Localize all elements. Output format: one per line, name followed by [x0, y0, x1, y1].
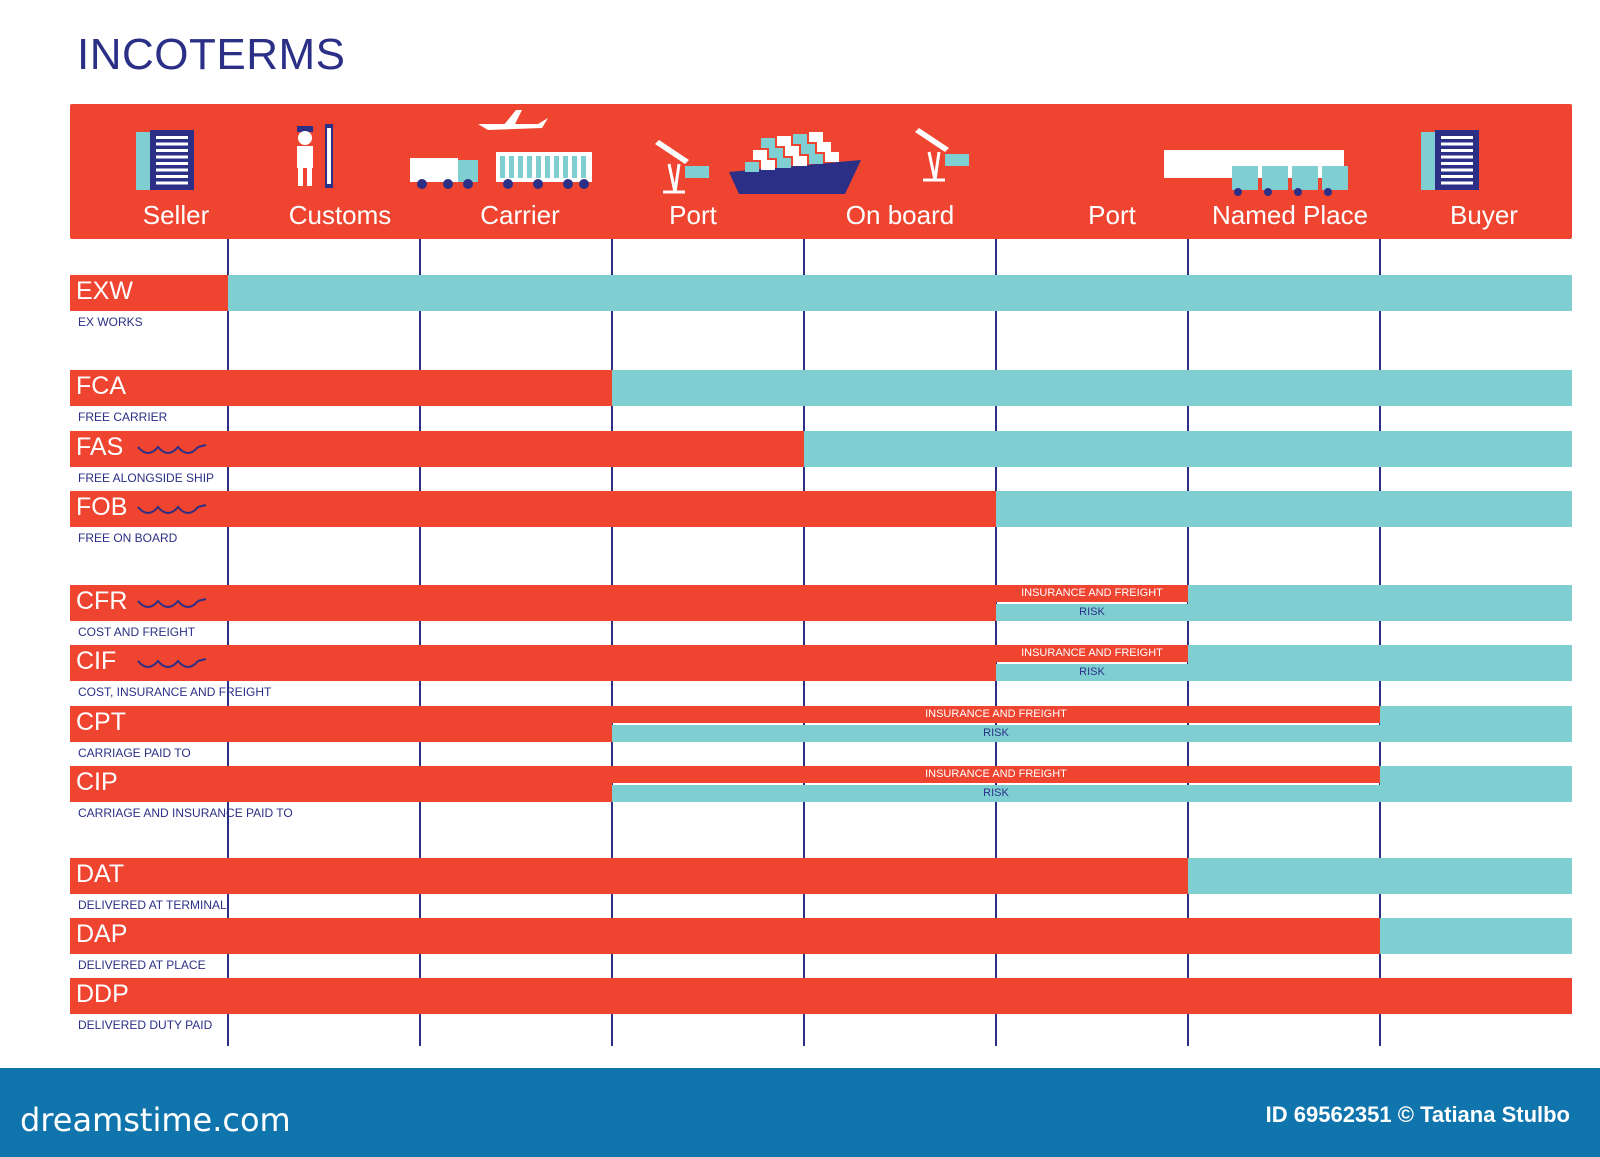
incoterm-row-fob: FOB: [70, 491, 1572, 527]
incoterm-code: FOB: [76, 493, 128, 521]
incoterm-row-exw: EXW: [70, 275, 1572, 311]
incoterm-row-fca: FCA: [70, 370, 1572, 406]
building-icon: [1415, 126, 1485, 201]
page-title: INCOTERMS: [77, 30, 346, 79]
sea-wave-icon: [136, 657, 208, 678]
stage-divider: [419, 239, 421, 1046]
stage-divider: [611, 239, 613, 1046]
incoterm-row-cip: INSURANCE AND FREIGHT RISK CIP: [70, 766, 1572, 802]
incoterm-code: DAP: [76, 920, 128, 948]
incoterm-full-name: FREE CARRIER: [78, 410, 168, 424]
sea-wave-icon: [136, 503, 208, 524]
seller-responsibility-bar: [70, 918, 1380, 954]
truck-train-plane-icon: [408, 104, 598, 199]
stage-divider: [1187, 239, 1189, 1046]
sea-wave-icon: [136, 597, 208, 618]
buyer-responsibility-bar: [996, 491, 1572, 527]
seller-responsibility-bar: [70, 431, 804, 467]
buyer-responsibility-bar: [228, 275, 1572, 311]
incoterm-full-name: FREE ON BOARD: [78, 531, 178, 545]
seller-responsibility-bar: [70, 491, 996, 527]
stage-divider: [995, 239, 997, 1046]
stage-divider: [1379, 239, 1381, 1046]
incoterm-code: FCA: [76, 372, 126, 400]
insurance-freight-bar: INSURANCE AND FREIGHT: [612, 706, 1380, 723]
incoterm-code: FAS: [76, 433, 124, 461]
incoterm-row-fas: FAS: [70, 431, 1572, 467]
insurance-freight-bar: INSURANCE AND FREIGHT: [996, 585, 1188, 602]
customs-officer-icon: [275, 122, 345, 197]
buyer-responsibility-bar: [612, 370, 1572, 406]
incoterm-code: DAT: [76, 860, 125, 888]
incoterm-row-dat: DAT: [70, 858, 1572, 894]
footer-credit: ID 69562351 © Tatiana Stulbo: [1265, 1102, 1570, 1127]
risk-bar: RISK: [996, 604, 1188, 621]
incoterm-full-name: EX WORKS: [78, 315, 143, 329]
incoterm-code: CIF: [76, 647, 117, 675]
incoterm-full-name: DELIVERED AT PLACE: [78, 958, 206, 972]
buyer-responsibility-bar: [1380, 706, 1572, 742]
buyer-responsibility-bar: [1188, 585, 1572, 621]
incoterm-code: DDP: [76, 980, 129, 1008]
seller-responsibility-bar: [70, 370, 612, 406]
insurance-freight-bar: INSURANCE AND FREIGHT: [612, 766, 1380, 783]
stage-label: Seller: [142, 200, 210, 230]
buyer-responsibility-bar: [1188, 645, 1572, 681]
incoterm-row-ddp: DDP: [70, 978, 1572, 1014]
incoterm-row-dap: DAP: [70, 918, 1572, 954]
incoterm-code: CPT: [76, 708, 126, 736]
seller-responsibility-bar: [70, 766, 612, 802]
risk-bar: RISK: [612, 785, 1380, 802]
stage-label: Carrier: [480, 200, 560, 230]
stage-label: Named Place: [1211, 200, 1369, 230]
footer-bar: dreamstime.com ID 69562351 © Tatiana Stu…: [0, 1068, 1600, 1157]
crane-icon: [645, 134, 715, 199]
container-ship-icon: [725, 122, 865, 207]
incoterm-full-name: CARRIAGE AND INSURANCE PAID TO: [78, 806, 293, 820]
risk-bar: RISK: [612, 725, 1380, 742]
stage-divider: [227, 239, 229, 1046]
incoterm-full-name: COST AND FREIGHT: [78, 625, 196, 639]
stage-label: Buyer: [1450, 200, 1518, 230]
warehouse-trucks-icon: [1162, 144, 1352, 209]
buyer-responsibility-bar: [1188, 858, 1572, 894]
incoterm-row-cif: INSURANCE AND FREIGHT RISK CIF: [70, 645, 1572, 681]
seller-responsibility-bar: [70, 978, 1572, 1014]
sea-wave-icon: [136, 443, 208, 464]
seller-responsibility-bar: [70, 585, 996, 621]
stage-label: Customs: [288, 200, 392, 230]
stage-label: On board: [845, 200, 955, 230]
seller-responsibility-bar: [70, 858, 1188, 894]
stage-label: Port: [1088, 200, 1136, 230]
building-icon: [130, 126, 200, 201]
footer-brand: dreamstime.com: [20, 1101, 291, 1139]
incoterm-code: CFR: [76, 587, 128, 615]
incoterm-row-cpt: INSURANCE AND FREIGHT RISK CPT: [70, 706, 1572, 742]
buyer-responsibility-bar: [1380, 766, 1572, 802]
incoterm-full-name: COST, INSURANCE AND FREIGHT: [78, 685, 272, 699]
stage-header: Seller Customs Carrier Port On board Port Name…: [70, 104, 1572, 239]
stage-divider: [803, 239, 805, 1046]
seller-responsibility-bar: [70, 706, 612, 742]
incoterm-row-cfr: INSURANCE AND FREIGHT RISK CFR: [70, 585, 1572, 621]
buyer-responsibility-bar: [1380, 918, 1572, 954]
incoterm-full-name: DELIVERED AT TERMINAL: [78, 898, 227, 912]
incoterm-code: EXW: [76, 277, 133, 305]
crane-icon: [905, 122, 975, 187]
insurance-freight-bar: INSURANCE AND FREIGHT: [996, 645, 1188, 662]
incoterm-full-name: CARRIAGE PAID TO: [78, 746, 191, 760]
buyer-responsibility-bar: [804, 431, 1572, 467]
stage-label: Port: [669, 200, 717, 230]
incoterm-full-name: DELIVERED DUTY PAID: [78, 1018, 213, 1032]
seller-responsibility-bar: [70, 275, 228, 311]
seller-responsibility-bar: [70, 645, 996, 681]
incoterm-code: CIP: [76, 768, 118, 796]
risk-bar: RISK: [996, 664, 1188, 681]
incoterm-full-name: FREE ALONGSIDE SHIP: [78, 471, 215, 485]
